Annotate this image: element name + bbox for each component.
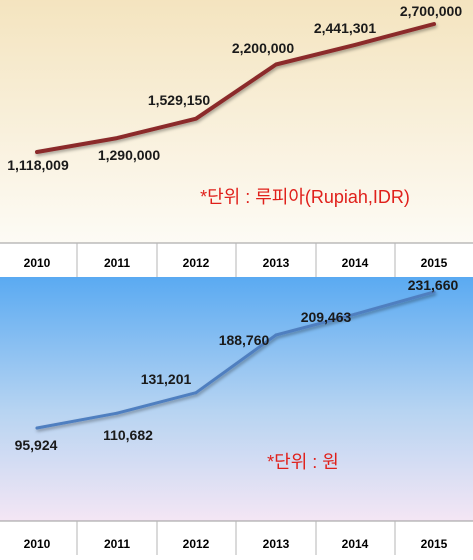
x-tick-label: 2014 [342,537,369,551]
data-point [115,411,119,415]
data-label: 1,118,009 [7,157,69,173]
data-point [115,136,119,140]
data-label: 2,441,301 [314,20,376,36]
data-label: 131,201 [141,371,192,387]
x-tick-label: 2015 [421,256,448,270]
x-tick-label: 2012 [183,537,210,551]
data-point [432,290,436,294]
top-chart: 2010 2011 2012 2013 2014 2015 1,118,009 1,290,0… [0,3,473,277]
data-point [274,333,278,337]
unit-note: *단위 : 원 [267,452,339,472]
x-tick-label: 2010 [24,537,51,551]
data-label: 2,700,000 [400,3,462,19]
data-label: 188,760 [219,332,270,348]
data-label: 209,463 [301,309,352,325]
x-tick-label: 2014 [342,256,369,270]
x-tick-label: 2015 [421,537,448,551]
data-point [274,63,278,66]
x-tick-label: 2011 [104,537,130,551]
x-tick-label: 2013 [263,537,290,551]
data-point [35,426,39,430]
data-point [194,117,198,121]
x-tick-label: 2012 [183,256,210,270]
series-line [35,290,436,430]
x-tick-label: 2013 [263,256,290,270]
data-label: 95,924 [15,437,58,453]
data-label: 110,682 [103,427,153,443]
data-point [35,150,39,154]
data-label: 2,200,000 [232,40,294,56]
data-label: 1,290,000 [98,147,160,163]
data-point [194,391,198,395]
top-panel-background [0,0,473,243]
bottom-chart: 2010 2011 2012 2013 2014 2015 95,924 110,682 131… [0,277,473,555]
x-tick-label: 2010 [24,256,51,270]
data-point [353,312,357,316]
unit-note: *단위 : 루피아(Rupiah,IDR) [200,187,410,207]
series-line [35,22,436,154]
x-tick-label: 2011 [104,256,130,270]
data-point [353,43,357,47]
data-label: 231,660 [408,277,459,293]
data-point [432,22,436,26]
data-label: 1,529,150 [148,92,210,108]
bottom-panel-background [0,277,473,521]
